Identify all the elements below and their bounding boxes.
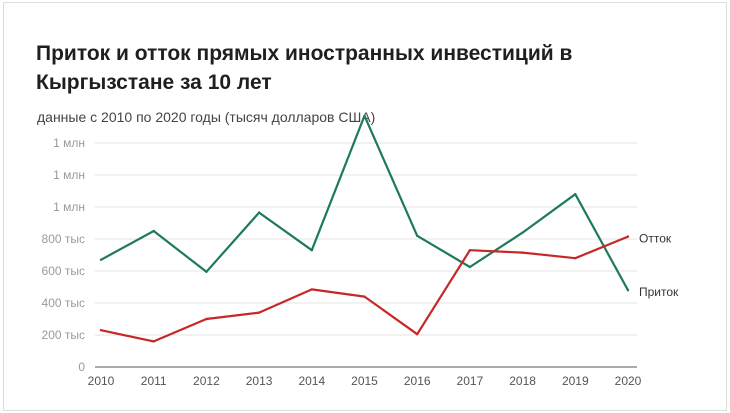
data-point [626, 235, 630, 238]
x-tick-label: 2013 [246, 374, 273, 388]
data-point [574, 193, 577, 196]
y-tick-label: 800 тыс [42, 232, 85, 246]
x-tick-label: 2012 [193, 374, 220, 388]
data-point [99, 329, 103, 332]
x-axis: 2010 2011 2012 2013 2014 2015 2016 2017 2018 2019… [88, 374, 642, 388]
x-tick-label: 2019 [562, 374, 589, 388]
gridlines [95, 142, 637, 368]
y-tick-label: 200 тыс [42, 328, 85, 342]
x-tick-label: 2014 [298, 374, 325, 388]
data-point [257, 211, 261, 214]
chart-title: Приток и отток прямых иностранных инвест… [36, 42, 573, 94]
data-point [468, 249, 472, 252]
data-point [468, 265, 472, 269]
data-point [363, 114, 366, 118]
data-point [152, 340, 155, 343]
data-point [205, 270, 208, 273]
y-tick-label: 400 тыс [42, 296, 85, 310]
data-point [205, 317, 208, 321]
data-point [152, 229, 155, 233]
data-point [310, 249, 313, 252]
data-point [521, 251, 524, 254]
data-point [416, 333, 419, 336]
series-line-inflow [100, 114, 629, 291]
y-axis: 0 200 тыс 400 тыс 600 тыс 800 тыс 1 млн 1 млн 1… [42, 136, 86, 374]
data-point [626, 289, 630, 292]
x-tick-label: 2016 [404, 374, 431, 388]
x-tick-label: 2015 [351, 374, 378, 388]
data-point [416, 234, 419, 237]
data-point [310, 288, 313, 291]
series [99, 114, 630, 343]
data-point [99, 258, 103, 261]
data-point [521, 231, 524, 234]
x-tick-label: 2020 [615, 374, 642, 388]
data-point [257, 311, 261, 314]
y-tick-label: 1 млн [53, 168, 85, 182]
series-labels: Приток Отток [639, 232, 679, 300]
y-tick-label: 0 [78, 360, 85, 374]
chart-subtitle: данные с 2010 по 2020 годы (тысяч доллар… [37, 109, 376, 125]
x-tick-label: 2017 [457, 374, 484, 388]
data-point [363, 295, 366, 298]
y-tick-label: 1 млн [53, 136, 85, 150]
series-label-outflow: Отток [639, 232, 672, 246]
y-tick-label: 1 млн [53, 200, 85, 214]
x-tick-label: 2018 [509, 374, 536, 388]
x-tick-label: 2010 [88, 374, 115, 388]
y-tick-label: 600 тыс [42, 264, 85, 278]
x-tick-label: 2011 [141, 374, 167, 388]
series-label-inflow: Приток [639, 285, 679, 299]
data-point [574, 257, 577, 260]
